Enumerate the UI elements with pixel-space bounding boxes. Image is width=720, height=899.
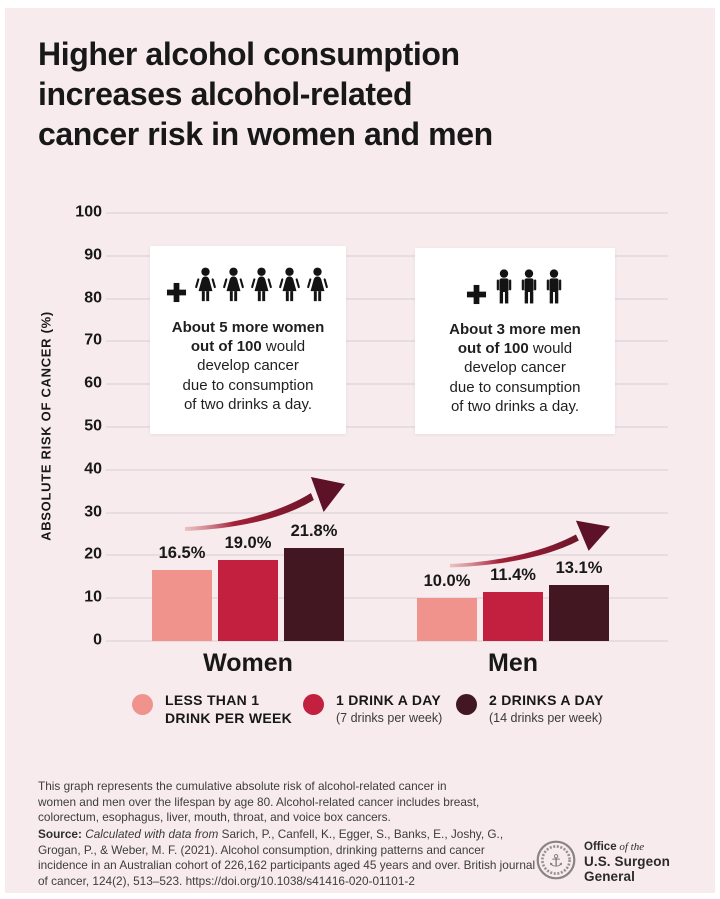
bar-men-1 xyxy=(483,592,543,641)
legend-sub-1: (7 drinks per week) xyxy=(336,711,443,725)
callout-men-line-0: About 3 more men xyxy=(449,321,581,338)
man-icon xyxy=(546,269,561,304)
callout-women-text: About 5 more women out of 100 would develo… xyxy=(150,318,346,414)
callout-women-line-0: About 5 more women xyxy=(171,319,325,336)
bar-value-men-1: 11.4% xyxy=(490,566,536,584)
y-tick-70: 70 xyxy=(84,332,102,350)
bar-women-1 xyxy=(218,560,278,641)
legend-item-0: LESS THAN 1 DRINK PER WEEK xyxy=(165,691,292,727)
gridline-20 xyxy=(106,554,668,557)
woman-icon xyxy=(223,267,244,302)
trend-arrow-icon-men xyxy=(448,518,614,570)
gridline-80 xyxy=(106,297,668,300)
callout-women-line-4: of two drinks a day. xyxy=(183,395,313,413)
logo-text: Office of the U.S. Surgeon General xyxy=(584,841,706,884)
callout-men-line-4: of two drinks a day. xyxy=(450,397,580,415)
surgeon-general-seal-icon: ⚓ xyxy=(536,840,576,885)
woman-icon xyxy=(279,267,300,302)
footer-note: This graph represents the cumulative abs… xyxy=(38,779,480,825)
bar-value-women-0: 16.5% xyxy=(158,544,206,562)
source-citation: Sarich, P., Canfell, K., Egger, S., Bank… xyxy=(38,827,536,888)
gridline-0 xyxy=(106,640,668,642)
gridline-70 xyxy=(106,340,668,343)
gridline-100 xyxy=(106,212,668,214)
legend-swatch-1 xyxy=(303,694,324,715)
legend-item-1: 1 DRINK A DAY (7 drinks per week) xyxy=(336,691,442,726)
woman-icon xyxy=(307,267,328,302)
logo-office-of-the: Office of the xyxy=(584,841,645,853)
man-icon xyxy=(496,269,511,304)
y-tick-40: 40 xyxy=(84,460,102,478)
bar-men-2 xyxy=(549,585,609,641)
bar-women-0 xyxy=(152,570,212,641)
plus-icon xyxy=(166,282,187,302)
legend-label-1: 1 DRINK A DAY xyxy=(336,692,442,708)
callout-women-line-2: develop cancer xyxy=(197,357,299,375)
bar-value-women-2: 21.8% xyxy=(290,522,338,540)
bar-women-2 xyxy=(284,548,344,641)
woman-icon xyxy=(251,267,272,302)
woman-icon xyxy=(195,267,216,302)
pink-canvas xyxy=(5,8,715,893)
legend-item-2: 2 DRINKS A DAY (14 drinks per week) xyxy=(489,691,604,726)
legend-label-0: LESS THAN 1 DRINK PER WEEK xyxy=(165,692,293,726)
category-label-men: Men xyxy=(488,649,538,677)
man-icon xyxy=(521,269,536,304)
bar-men-0 xyxy=(417,598,477,641)
callout-women-line-1: out of 100 would xyxy=(190,338,306,356)
legend-label-2: 2 DRINKS A DAY xyxy=(489,692,604,708)
svg-text:⚓: ⚓ xyxy=(548,852,563,872)
bar-value-women-1: 19.0% xyxy=(224,534,272,552)
trend-arrow-icon-women xyxy=(183,474,349,534)
callout-men-icons xyxy=(415,269,615,311)
y-tick-50: 50 xyxy=(84,417,102,435)
gridline-50 xyxy=(106,426,668,428)
callout-women: About 5 more women out of 100 would develo… xyxy=(150,246,346,434)
legend-sub-2: (14 drinks per week) xyxy=(489,711,603,725)
gridline-40 xyxy=(106,468,668,471)
source-label: Source: xyxy=(38,827,82,841)
surgeon-general-logo: ⚓ Office of the U.S. Surgeon General xyxy=(536,840,706,885)
callout-women-icons xyxy=(150,267,346,309)
y-tick-90: 90 xyxy=(84,246,102,264)
gridline-10 xyxy=(106,597,668,600)
y-tick-80: 80 xyxy=(84,289,102,307)
y-tick-10: 10 xyxy=(84,588,102,606)
logo-us-surgeon-general: U.S. Surgeon General xyxy=(584,854,670,884)
callout-men-line-2: develop cancer xyxy=(464,359,566,377)
y-tick-20: 20 xyxy=(84,546,102,564)
legend-swatch-0 xyxy=(132,694,153,715)
callout-men: About 3 more men out of 100 would develop … xyxy=(415,248,615,434)
gridline-30 xyxy=(106,511,668,514)
callout-men-text: About 3 more men out of 100 would develop … xyxy=(415,320,615,416)
plus-icon xyxy=(466,284,486,304)
gridline-90 xyxy=(106,254,668,257)
bar-value-men-2: 13.1% xyxy=(555,559,603,577)
callout-women-line-3: due to consumption xyxy=(182,376,314,394)
y-tick-30: 30 xyxy=(84,503,102,521)
page-title: Higher alcohol consumption increases alc… xyxy=(38,36,493,152)
gridline-60 xyxy=(106,383,668,386)
footer-source: Source: Calculated with data from Sarich… xyxy=(38,827,536,889)
y-tick-100: 100 xyxy=(75,203,102,221)
legend-swatch-2 xyxy=(456,694,477,715)
callout-men-line-3: due to consumption xyxy=(449,378,581,396)
callout-men-line-1: out of 100 would xyxy=(457,340,573,358)
bar-value-men-0: 10.0% xyxy=(423,572,471,590)
source-italic: Calculated with data from xyxy=(85,827,219,841)
y-tick-0: 0 xyxy=(93,631,102,649)
category-label-women: Women xyxy=(203,649,293,677)
y-tick-60: 60 xyxy=(84,374,102,392)
